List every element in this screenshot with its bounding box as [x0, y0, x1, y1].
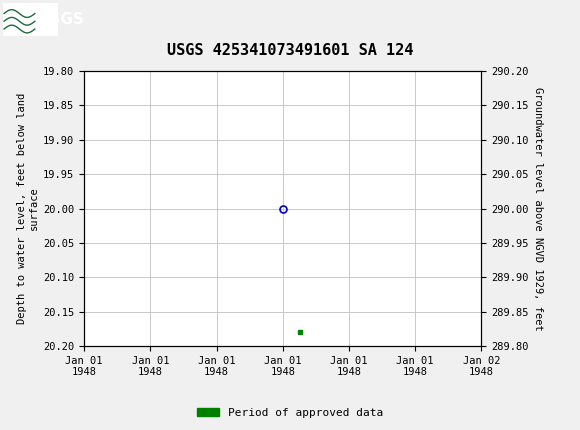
- Y-axis label: Depth to water level, feet below land
surface: Depth to water level, feet below land su…: [17, 93, 39, 324]
- Legend: Period of approved data: Period of approved data: [193, 403, 387, 422]
- Text: USGS 425341073491601 SA 124: USGS 425341073491601 SA 124: [167, 43, 413, 58]
- FancyBboxPatch shape: [3, 3, 58, 36]
- Text: USGS: USGS: [38, 12, 85, 27]
- Y-axis label: Groundwater level above NGVD 1929, feet: Groundwater level above NGVD 1929, feet: [533, 87, 543, 330]
